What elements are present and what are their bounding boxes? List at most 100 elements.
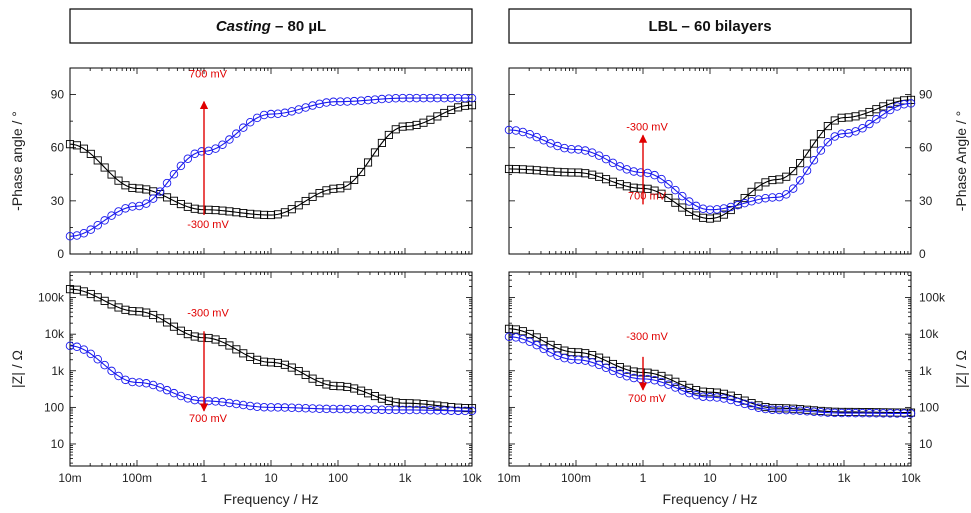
- series-2-point: [615, 162, 625, 171]
- y-tick-label: 1k: [919, 364, 933, 378]
- potential-annotation: 700 mV: [628, 191, 667, 203]
- series-2-point: [336, 404, 345, 414]
- plot-frame: [508, 271, 912, 467]
- series-2-point: [906, 409, 916, 418]
- panel-title: Casting – 80 µL: [216, 18, 326, 35]
- series-2-point: [356, 405, 366, 414]
- x-tick-label: 100: [767, 471, 787, 485]
- series-2-point: [539, 136, 548, 145]
- series-2-point: [809, 156, 819, 165]
- series-2-point: [657, 174, 666, 184]
- series-2-point: [601, 154, 611, 164]
- series-2-point: [225, 135, 234, 144]
- series-2-point: [169, 170, 179, 179]
- series-2-point: [100, 360, 109, 370]
- series-2-point: [370, 95, 380, 104]
- series-2-point: [93, 221, 102, 230]
- series-2-point: [308, 404, 317, 413]
- series-2-point: [294, 403, 303, 413]
- potential-annotation: -300 mV: [626, 331, 668, 343]
- series-2-point: [712, 205, 722, 214]
- series-2-point: [273, 109, 283, 118]
- y-tick-label: 100k: [38, 291, 65, 305]
- series-1-fit-line: [508, 328, 911, 414]
- series-2-point: [412, 93, 421, 103]
- series-2-point: [391, 405, 401, 415]
- series-1-point: [809, 139, 819, 148]
- series-2-point: [795, 176, 805, 185]
- series-1-point: [86, 149, 95, 158]
- series-2-point: [781, 405, 791, 415]
- potential-arrow-head: [638, 134, 648, 143]
- series-2-point: [453, 93, 463, 103]
- series-2-point: [114, 371, 123, 381]
- plot-frame: [508, 67, 912, 255]
- series-2-point: [93, 354, 102, 364]
- series-1-point: [357, 167, 366, 177]
- x-axis-title: Frequency / Hz: [224, 491, 319, 507]
- series-2-point: [574, 355, 583, 365]
- series-2-point: [816, 407, 826, 417]
- x-tick-label: 1k: [838, 471, 852, 485]
- series-2-point: [211, 397, 220, 406]
- series-1-point: [343, 181, 352, 190]
- potential-annotation: 700 mV: [628, 393, 667, 405]
- series-2-point: [768, 405, 777, 415]
- y-tick-label: 60: [51, 141, 65, 155]
- series-2-point: [190, 395, 200, 405]
- series-2-point: [239, 123, 248, 132]
- series-2-point: [865, 119, 874, 129]
- series-2-point: [830, 408, 840, 418]
- series-1-point: [782, 172, 791, 181]
- series-2-point: [567, 355, 576, 364]
- series-2-point: [525, 337, 535, 347]
- series-2-point: [405, 93, 414, 103]
- potential-annotation: -300 mV: [187, 219, 229, 231]
- y-axis-title: -Phase Angle / °: [953, 111, 969, 212]
- series-2-point: [391, 94, 401, 103]
- series-2-point: [266, 403, 276, 412]
- series-1-point: [79, 144, 88, 153]
- series-2-point: [460, 93, 470, 103]
- series-2-point: [650, 170, 659, 180]
- x-tick-label: 1k: [399, 471, 413, 485]
- potential-arrow-head: [199, 403, 209, 412]
- series-2-point: [761, 193, 770, 203]
- series-2-point: [698, 204, 708, 213]
- series-2-point: [128, 202, 137, 211]
- series-2-point: [879, 409, 888, 418]
- series-2-point: [885, 105, 895, 115]
- x-tick-label: 100m: [122, 471, 152, 485]
- series-2-point: [266, 109, 276, 119]
- series-1-point: [657, 189, 666, 198]
- potential-annotation: 700 mV: [189, 413, 228, 425]
- y-tick-label: 100: [44, 400, 64, 414]
- y-axis-title: |Z| / Ω: [9, 350, 25, 388]
- y-axis-title: |Z| / Ω: [953, 350, 969, 388]
- series-2-point: [594, 360, 604, 370]
- series-2-point: [135, 378, 144, 387]
- series-1-point: [740, 193, 749, 203]
- series-1-point: [162, 318, 172, 327]
- series-1-point: [370, 148, 380, 157]
- series-2-point: [809, 407, 819, 416]
- series-2-point: [879, 110, 888, 119]
- series-2-point: [802, 406, 812, 416]
- series-1-point: [747, 187, 756, 196]
- series-1-point: [93, 156, 102, 165]
- series-2-point: [141, 199, 151, 208]
- series-2-point: [79, 345, 89, 354]
- y-tick-label: 30: [919, 194, 933, 208]
- panel-title-box: [508, 8, 912, 44]
- series-2-point: [363, 405, 373, 414]
- x-tick-label: 10k: [462, 471, 482, 485]
- series-2-point: [398, 93, 407, 103]
- series-2-point: [363, 95, 373, 105]
- series-2-point: [259, 402, 269, 412]
- series-2-point: [504, 125, 514, 135]
- series-1-point: [678, 203, 687, 212]
- series-2-point: [816, 146, 826, 155]
- series-2-point: [837, 408, 846, 418]
- potential-annotation: 700 mV: [189, 68, 228, 80]
- series-2-point: [301, 404, 310, 413]
